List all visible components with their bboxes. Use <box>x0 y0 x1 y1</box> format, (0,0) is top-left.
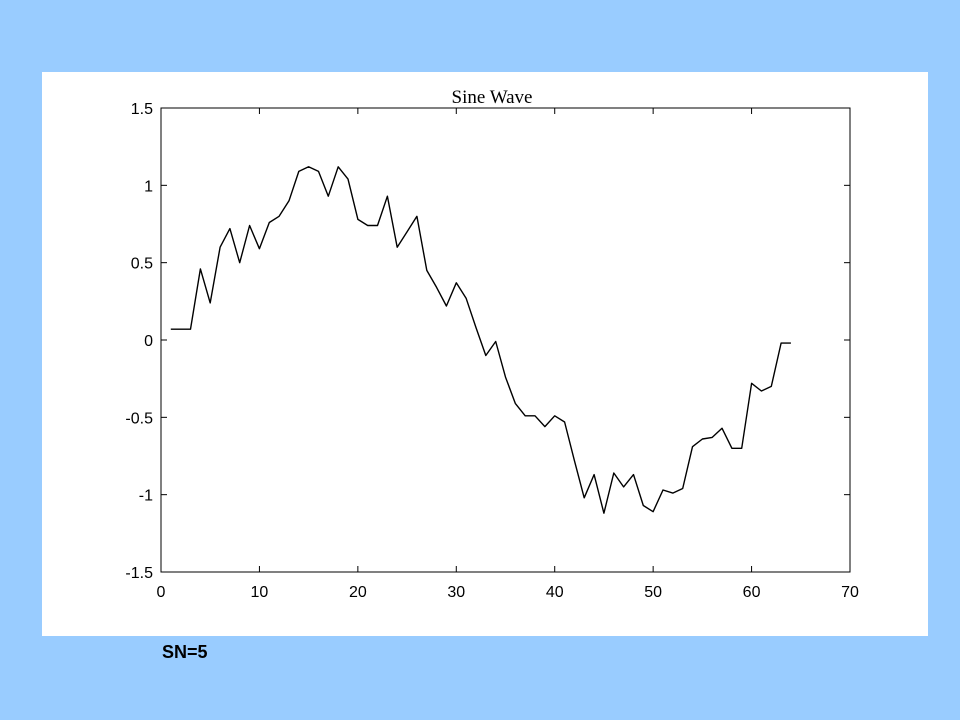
x-tick-label: 50 <box>644 584 662 601</box>
chart-title: Sine Wave <box>452 87 533 108</box>
x-tick-label: 10 <box>251 584 269 601</box>
x-tick-label: 60 <box>743 584 761 601</box>
y-tick-label: -0.5 <box>125 410 153 427</box>
series-line <box>170 166 791 514</box>
y-tick-label: 0.5 <box>131 256 153 273</box>
y-tick-label: -1 <box>139 488 153 505</box>
chart-panel: Sine Wave -1.5 -1 -0.5 0 0.5 1 1.5 0 10 20 30 40 50… <box>42 72 928 636</box>
y-tick-label: 0 <box>144 333 153 350</box>
sine-wave-chart: Sine Wave -1.5 -1 -0.5 0 0.5 1 1.5 0 10 20 30 40 50… <box>125 87 859 601</box>
x-tick-label: 20 <box>349 584 367 601</box>
x-tick-label: 70 <box>841 584 859 601</box>
y-tick-label: -1.5 <box>125 565 153 582</box>
y-axis: -1.5 -1 -0.5 0 0.5 1 1.5 <box>125 101 850 582</box>
x-tick-label: 0 <box>157 584 166 601</box>
x-tick-label: 40 <box>546 584 564 601</box>
axes-box <box>160 107 851 573</box>
y-tick-label: 1.5 <box>131 101 153 118</box>
x-tick-label: 30 <box>447 584 465 601</box>
x-axis: 0 10 20 30 40 50 60 70 <box>157 108 859 601</box>
y-tick-label: 1 <box>144 178 153 195</box>
caption-label: SN=5 <box>162 642 208 662</box>
series-layer <box>170 166 791 514</box>
